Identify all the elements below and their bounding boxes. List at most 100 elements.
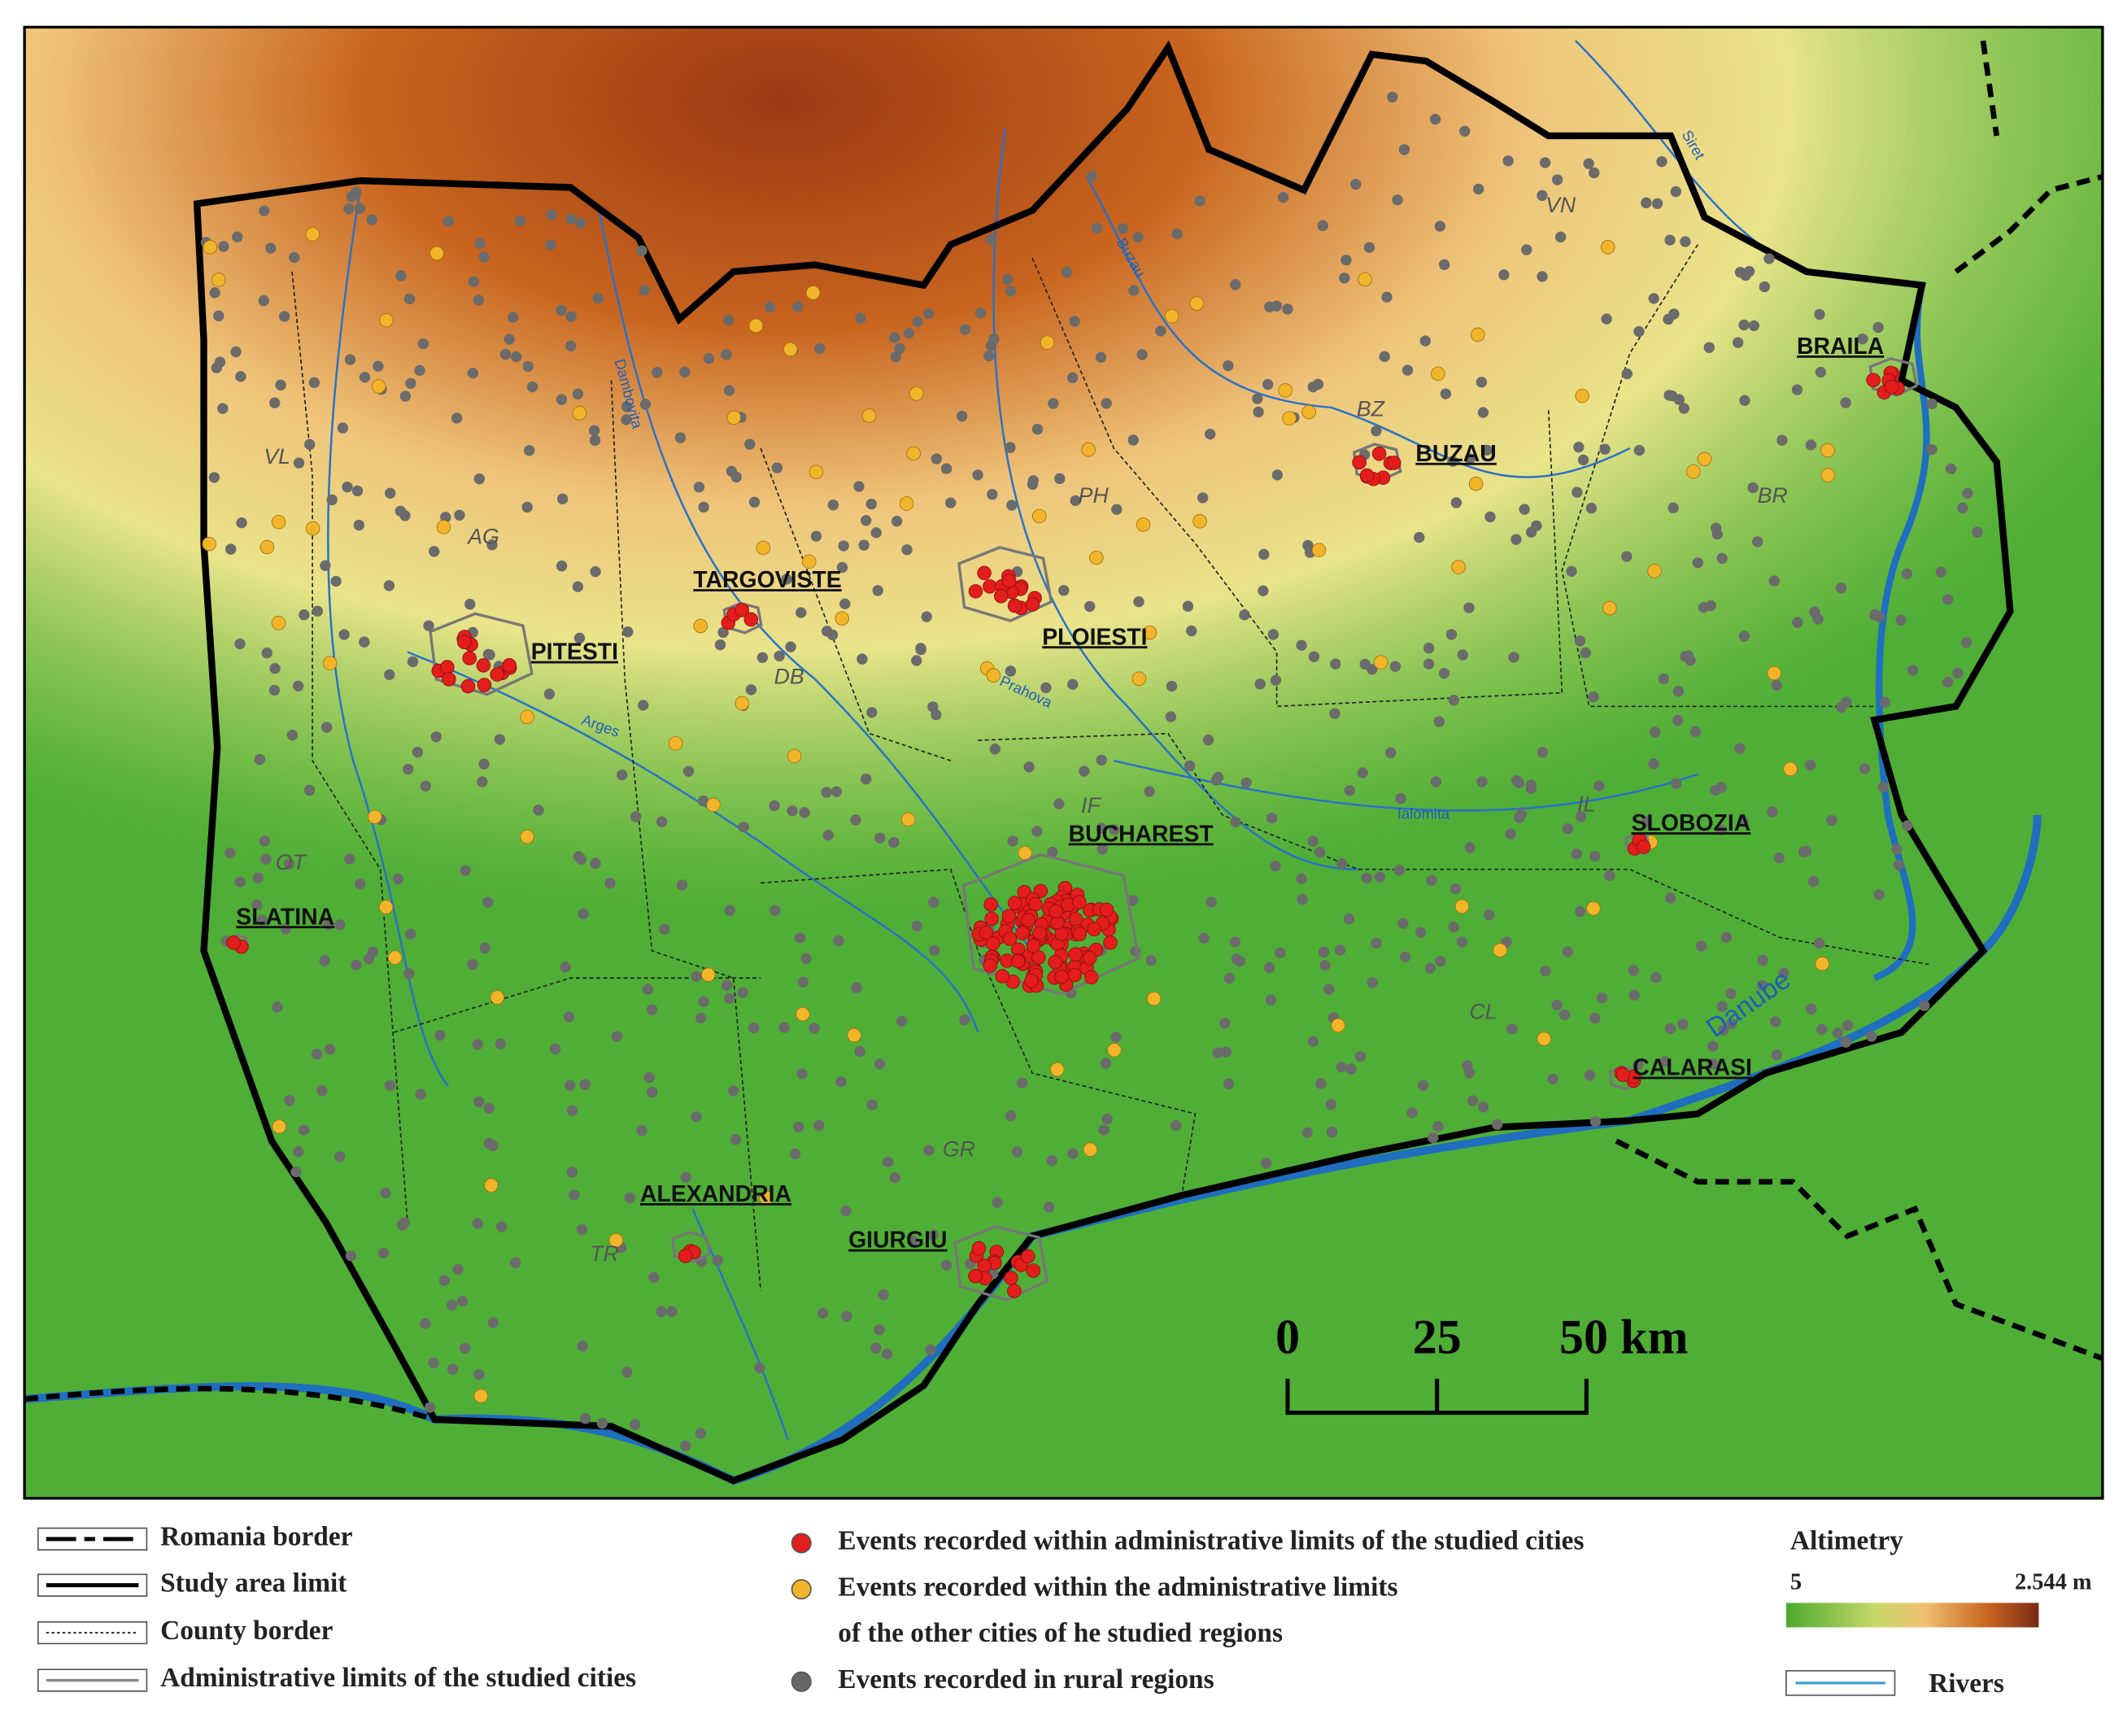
rural-event xyxy=(1813,937,1825,949)
other-city-event xyxy=(1454,899,1470,914)
rural-event xyxy=(647,1086,658,1098)
rural-event xyxy=(643,1071,655,1084)
rural-event xyxy=(1649,726,1661,738)
rural-event xyxy=(366,214,377,225)
rural-event xyxy=(1498,269,1510,281)
rural-event xyxy=(1551,174,1563,185)
rural-event xyxy=(1166,680,1178,692)
other-city-event xyxy=(1783,761,1798,777)
rural-event xyxy=(258,294,269,307)
rural-event xyxy=(1872,321,1884,334)
other-city-event xyxy=(909,386,924,401)
rural-event xyxy=(666,1306,678,1317)
rural-event xyxy=(754,1362,765,1374)
rural-event xyxy=(259,835,271,847)
rural-event xyxy=(1771,679,1782,691)
rural-event xyxy=(821,787,832,798)
other-city-event xyxy=(1586,901,1601,916)
rural-event xyxy=(822,830,834,841)
rural-event xyxy=(213,310,225,321)
city-event xyxy=(984,911,999,927)
rural-event xyxy=(1302,539,1314,552)
rural-event xyxy=(1584,1070,1596,1081)
rural-event xyxy=(940,463,953,474)
rural-event xyxy=(377,1247,390,1258)
rural-event xyxy=(1006,499,1018,511)
other-city-event xyxy=(1358,272,1372,287)
rural-event xyxy=(907,1235,919,1246)
city-event xyxy=(1636,840,1651,854)
rural-event xyxy=(1100,1058,1112,1069)
rural-event xyxy=(985,233,996,246)
rural-event xyxy=(1752,536,1763,547)
rural-event xyxy=(312,605,324,617)
rural-event xyxy=(1325,1099,1336,1110)
rural-event xyxy=(1128,285,1140,296)
rural-event xyxy=(1058,585,1070,596)
rural-event xyxy=(353,519,365,531)
rural-event xyxy=(1170,1119,1182,1132)
rural-event xyxy=(1826,814,1837,827)
rural-event xyxy=(1464,453,1476,465)
rural-event xyxy=(1502,155,1514,167)
rural-event xyxy=(748,496,761,508)
rural-event xyxy=(440,512,451,523)
rural-event xyxy=(1599,443,1611,455)
other-city-event xyxy=(1820,468,1836,482)
city-event xyxy=(971,1241,987,1256)
rural-event xyxy=(1737,815,1749,827)
rural-event xyxy=(1155,325,1166,337)
rural-event xyxy=(1098,1124,1109,1136)
rural-event xyxy=(1575,905,1586,918)
city-event xyxy=(1083,970,1099,985)
rural-event xyxy=(1641,197,1652,209)
rural-event xyxy=(769,905,781,916)
legend-label: Events recorded within administrative li… xyxy=(838,1526,1584,1556)
rural-event xyxy=(1047,846,1058,858)
rural-event xyxy=(636,1125,647,1136)
other-city-event xyxy=(783,342,798,357)
rural-event xyxy=(225,543,237,555)
rural-event xyxy=(550,1043,561,1055)
rural-event xyxy=(354,203,366,214)
city-label: GIURGIU xyxy=(848,1228,947,1254)
other-city-event xyxy=(429,246,444,261)
other-city-event xyxy=(759,1190,774,1206)
rural-event xyxy=(1757,954,1768,966)
city-event xyxy=(735,603,749,617)
rural-event xyxy=(1447,456,1458,467)
rural-event xyxy=(261,647,272,659)
rural-event xyxy=(738,821,749,833)
rural-event xyxy=(1194,195,1205,207)
other-city-event xyxy=(1083,1142,1098,1157)
rural-event xyxy=(217,403,229,414)
rural-event xyxy=(1415,927,1427,939)
rural-event xyxy=(817,1307,829,1319)
rural-event xyxy=(1205,896,1217,908)
rural-event xyxy=(417,338,429,350)
rural-event xyxy=(1672,686,1685,697)
altimetry-ramp xyxy=(1785,1603,2039,1628)
county-label: BR xyxy=(1758,483,1788,508)
other-city-event xyxy=(1451,560,1466,574)
rural-event xyxy=(1315,1078,1327,1089)
rural-event xyxy=(1007,835,1018,847)
county-label: AG xyxy=(466,524,499,548)
rural-event xyxy=(1648,293,1659,304)
rural-event xyxy=(1046,1155,1057,1167)
rural-event xyxy=(1604,870,1615,881)
rural-event xyxy=(1330,658,1341,670)
rural-event xyxy=(1379,351,1390,362)
rural-event xyxy=(737,987,748,998)
city-limit xyxy=(429,612,534,696)
rural-event xyxy=(1027,478,1039,491)
city-label: SLATINA xyxy=(236,904,334,930)
rural-event xyxy=(901,544,913,556)
city-event xyxy=(979,925,994,940)
rural-event xyxy=(572,581,584,592)
other-city-event xyxy=(272,1119,287,1134)
city-event xyxy=(1007,896,1022,910)
rural-event xyxy=(1079,765,1090,777)
rural-event xyxy=(342,481,353,493)
rural-event xyxy=(1757,979,1768,992)
